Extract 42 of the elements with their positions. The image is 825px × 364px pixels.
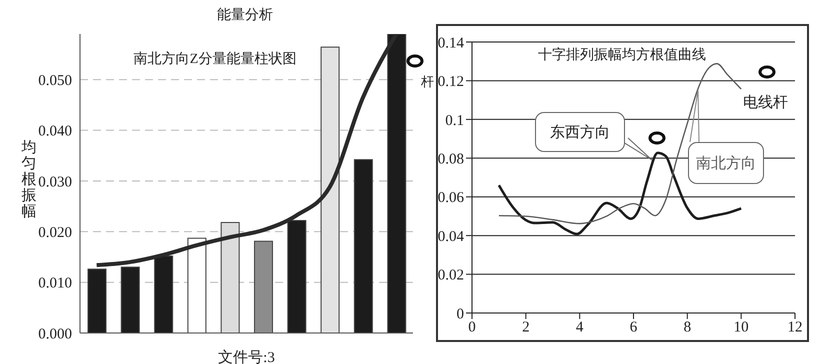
x-tick-label: 8	[684, 320, 692, 336]
y-tick-label: 0.030	[38, 174, 72, 190]
line-series	[94, 34, 398, 268]
y-tick-label: 0.050	[38, 72, 72, 89]
x-tick-label: 4	[576, 320, 584, 336]
y-tick-label: 0.08	[438, 151, 464, 168]
y-tick-label: 0.02	[438, 268, 464, 284]
bar	[387, 34, 406, 333]
x-tick-label: 2	[522, 320, 530, 336]
y-tick-label: 0.1	[445, 112, 464, 129]
text: 杆	[421, 73, 434, 91]
y-tick-label: 0.020	[38, 224, 72, 241]
text: 南北方向Z分量能量柱状图	[132, 50, 298, 68]
y-tick-label: 0.000	[38, 326, 72, 342]
chart-title: 能量分析	[216, 6, 274, 24]
bar	[120, 266, 140, 333]
x-tick-label: 12	[788, 320, 802, 336]
y-tick-label: 0.010	[38, 276, 72, 292]
x-axis-title: 文件号:3	[218, 349, 275, 364]
x-tick-label: 10	[734, 320, 749, 336]
chart-title: 十字排列振幅均方根值曲线	[538, 46, 706, 64]
series-label: 南北方向	[688, 142, 764, 184]
y-tick-label: 0	[456, 306, 464, 322]
bar	[187, 238, 206, 333]
y-tick-label: 0.06	[438, 190, 464, 206]
x-tick-label: 6	[630, 320, 638, 336]
y-axis-title: 均匀根振幅	[20, 140, 38, 220]
bar	[254, 240, 273, 333]
y-tick-label: 0.14	[438, 35, 464, 52]
y-tick-label: 0.12	[438, 74, 464, 90]
line-series	[498, 63, 742, 224]
text: 东西方向	[535, 112, 625, 152]
y-tick-label: 0.04	[438, 228, 464, 245]
bar	[154, 255, 174, 333]
bar	[354, 159, 373, 333]
bar	[287, 220, 306, 333]
bar	[220, 222, 240, 333]
annotation: 电线杆	[743, 94, 788, 112]
bar	[320, 46, 340, 333]
x-tick-label: 0	[468, 320, 476, 336]
bar	[88, 268, 106, 333]
y-tick-label: 0.040	[38, 124, 72, 140]
